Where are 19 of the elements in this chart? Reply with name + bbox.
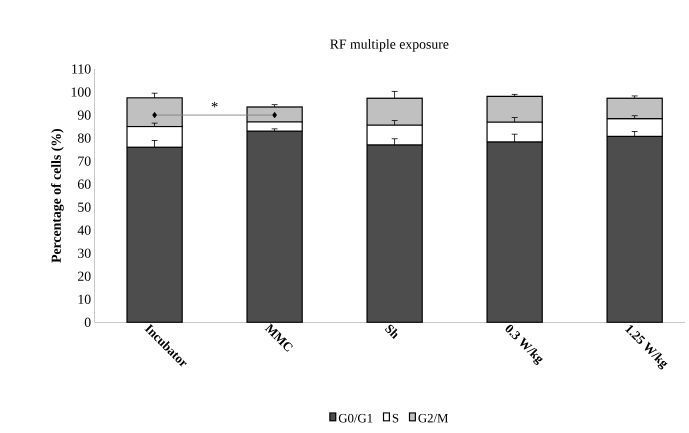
legend-label: G0/G1 bbox=[338, 414, 372, 423]
chart-title: RF multiple exposure bbox=[330, 39, 448, 52]
y-tick-label: 90 bbox=[78, 110, 91, 120]
y-axis-title: Percentage of cells (%) bbox=[51, 129, 64, 263]
annotation: * bbox=[212, 102, 218, 108]
y-tick-label: 10 bbox=[78, 294, 91, 304]
y-tick-label: 100 bbox=[72, 88, 91, 97]
y-tick-label: 60 bbox=[78, 180, 91, 189]
y-tick-label: 0 bbox=[84, 318, 91, 328]
x-tick-label: Sh bbox=[384, 324, 398, 340]
legend-label: G2/M bbox=[418, 414, 448, 423]
y-tick-label: 40 bbox=[78, 226, 91, 235]
legend-label: S bbox=[392, 414, 398, 423]
y-tick-label: 30 bbox=[78, 248, 91, 258]
y-tick-label: 110 bbox=[72, 64, 91, 74]
y-tick-label: 50 bbox=[78, 202, 91, 212]
y-tick-label: 80 bbox=[78, 134, 91, 143]
y-tick-label: 70 bbox=[78, 156, 91, 166]
y-tick-label: 20 bbox=[78, 272, 91, 282]
